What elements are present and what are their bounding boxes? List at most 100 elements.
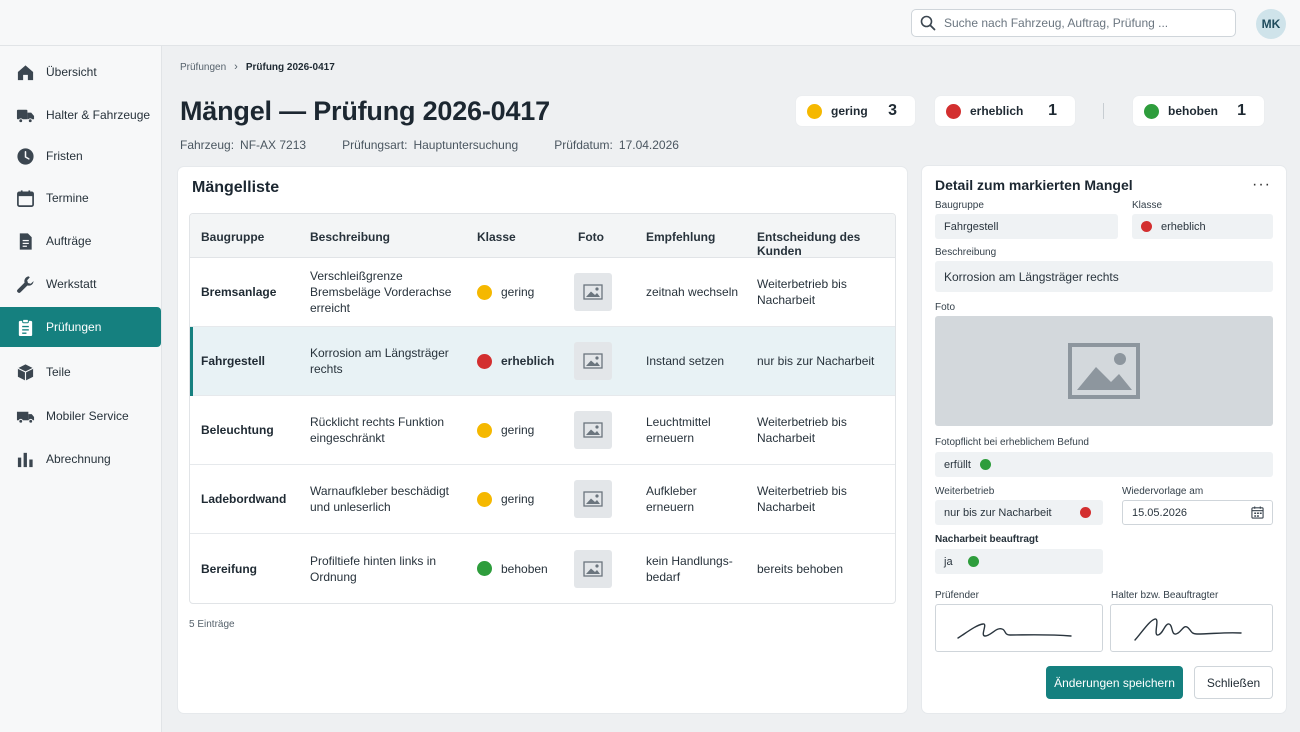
cell-entscheidung: nur bis zur Nacharbeit (757, 354, 875, 368)
cell-klasse: erheblich (477, 353, 554, 369)
summary-count: 1 (1237, 102, 1246, 119)
defect-detail-card: Detail zum markierten Mangel ··· Baugrup… (922, 166, 1286, 713)
image-icon (583, 284, 603, 300)
sidebar-item-pruefungen[interactable]: Prüfungen (0, 307, 161, 347)
column-header[interactable]: Beschreibung (310, 230, 391, 244)
photo-thumbnail[interactable] (574, 411, 612, 449)
sidebar-item-werkstatt[interactable]: Werkstatt (0, 264, 161, 304)
clock-icon (17, 147, 34, 165)
fotopflicht-field[interactable]: erfüllt (935, 452, 1273, 477)
cell-entscheidung: Weiterbetrieb bis Nacharbeit (757, 277, 847, 307)
column-header[interactable]: Klasse (477, 230, 516, 244)
meta-fahrzeug: NF-AX 7213 (240, 138, 307, 152)
summary-gering[interactable]: gering 3 (796, 96, 915, 126)
cell-empfehlung: Aufkleber erneuern (646, 484, 697, 514)
beschreibung-field[interactable]: Korrosion am Längsträger rechts (935, 261, 1273, 292)
signature-icon (1134, 618, 1242, 641)
column-header[interactable]: Entscheidung des Kunden (757, 230, 861, 258)
summary-erheblich[interactable]: erheblich 1 (935, 96, 1075, 126)
sidebar-item-uebersicht[interactable]: Übersicht (0, 52, 161, 92)
save-button[interactable]: Änderungen speichern (1046, 666, 1183, 699)
table-row[interactable]: Bereifung Profiltiefe hinten links in Or… (190, 534, 895, 603)
cell-beschreibung: Warnaufkleber beschädigt und unleserlich (310, 484, 449, 514)
sidebar-item-label: Halter & Fahrzeuge (46, 108, 151, 122)
signature-halter[interactable] (1110, 604, 1273, 652)
avatar[interactable]: MK (1256, 9, 1286, 39)
table-row[interactable]: Ladebordwand Warnaufkleber beschädigt un… (190, 465, 895, 534)
card-title: Mängelliste (192, 179, 280, 196)
field-label: Wiedervorlage am (1122, 486, 1204, 497)
status-dot-icon (477, 561, 492, 576)
klasse-label: gering (501, 492, 535, 506)
image-icon (583, 422, 603, 438)
klasse-field[interactable]: erheblich (1132, 214, 1273, 239)
van-icon (16, 411, 35, 424)
sidebar: Übersicht Halter & Fahrzeuge Fristen Ter… (0, 46, 162, 732)
photo-thumbnail[interactable] (574, 549, 612, 588)
summary-label: erheblich (970, 104, 1024, 118)
status-dot-icon (1144, 103, 1159, 119)
column-header[interactable]: Empfehlung (646, 230, 716, 244)
cell-empfehlung: Instand setzen (646, 354, 725, 368)
sidebar-item-halter-fahrzeuge[interactable]: Halter & Fahrzeuge (0, 95, 161, 135)
status-dot-icon (1141, 221, 1152, 232)
sidebar-item-fristen[interactable]: Fristen (0, 136, 161, 176)
status-dot-icon (979, 459, 991, 470)
field-label: Weiterbetrieb (935, 486, 995, 497)
cell-empfehlung: zeitnah wechseln (646, 285, 739, 299)
page-title: Mängel — Prüfung 2026-0417 (180, 96, 550, 126)
sidebar-item-label: Prüfungen (46, 320, 102, 334)
field-value: Fahrgestell (944, 220, 999, 233)
breadcrumb-parent[interactable]: Prüfungen (180, 61, 227, 73)
weiterbetrieb-field[interactable]: nur bis zur Nacharbeit (935, 500, 1103, 525)
summary-behoben[interactable]: behoben 1 (1133, 96, 1264, 126)
search-box[interactable] (911, 9, 1236, 37)
bar-chart-icon (17, 452, 33, 467)
entries-count: 5 Einträge (189, 619, 235, 630)
image-icon (583, 491, 603, 507)
sidebar-item-label: Werkstatt (46, 277, 97, 291)
status-dot-icon (477, 353, 492, 369)
summary-count: 3 (888, 102, 897, 119)
baugruppe-field[interactable]: Fahrgestell (935, 214, 1118, 239)
sidebar-item-auftraege[interactable]: Aufträge (0, 221, 161, 261)
photo-thumbnail[interactable] (574, 342, 612, 380)
wiedervorlage-date-input[interactable]: 15.05.2026 (1122, 500, 1273, 525)
detail-title: Detail zum markierten Mangel (935, 177, 1133, 193)
photo-thumbnail[interactable] (574, 273, 612, 311)
table-row[interactable]: Beleuchtung Rücklicht rechts Funktion ei… (190, 396, 895, 465)
sidebar-item-label: Fristen (46, 149, 83, 163)
column-header[interactable]: Baugruppe (201, 230, 265, 244)
more-options-icon[interactable]: ··· (1252, 176, 1271, 193)
defect-list-card: Mängelliste Baugruppe Beschreibung Klass… (178, 167, 907, 713)
cell-beschreibung: Korrosion am Längsträger rechts (310, 346, 449, 376)
cell-empfehlung: kein Handlungs-bedarf (646, 553, 733, 584)
meta-pruefungsart: Hauptuntersuchung (413, 138, 519, 152)
sidebar-item-mobiler-service[interactable]: Mobiler Service (0, 396, 161, 436)
calendar-icon[interactable] (1251, 506, 1264, 519)
table-header: Baugruppe Beschreibung Klasse Foto Empfe… (190, 214, 895, 258)
inspection-meta: Fahrzeug: NF-AX 7213 Prüfungsart: Hauptunt… (180, 138, 715, 152)
cell-beschreibung: Profiltiefe hinten links in Ordnung (310, 553, 437, 584)
table-row[interactable]: Bremsanlage Verschleißgrenze Bremsbeläge… (190, 258, 895, 327)
search-input[interactable] (944, 16, 1224, 30)
sidebar-item-teile[interactable]: Teile (0, 352, 161, 392)
summary-label: gering (831, 104, 868, 118)
sidebar-item-abrechnung[interactable]: Abrechnung (0, 439, 161, 479)
signature-pruefender[interactable] (935, 604, 1103, 652)
field-value: ja (944, 555, 953, 568)
column-header[interactable]: Foto (578, 230, 604, 244)
table-row-selected[interactable]: Fahrgestell Korrosion am Längsträger rec… (190, 327, 895, 396)
field-label: Fotopflicht bei erheblichem Befund (935, 437, 1089, 448)
sidebar-item-label: Teile (46, 365, 71, 379)
defect-table: Baugruppe Beschreibung Klasse Foto Empfe… (189, 213, 896, 604)
nacharbeit-field[interactable]: ja (935, 549, 1103, 574)
close-button[interactable]: Schließen (1194, 666, 1273, 699)
photo-thumbnail[interactable] (574, 480, 612, 518)
photo-preview[interactable] (935, 316, 1273, 426)
cell-baugruppe: Bereifung (201, 561, 258, 576)
box-icon (17, 363, 34, 381)
chevron-right-icon: › (234, 61, 238, 73)
sidebar-item-termine[interactable]: Termine (0, 178, 161, 218)
cell-entscheidung: bereits behoben (757, 561, 844, 576)
